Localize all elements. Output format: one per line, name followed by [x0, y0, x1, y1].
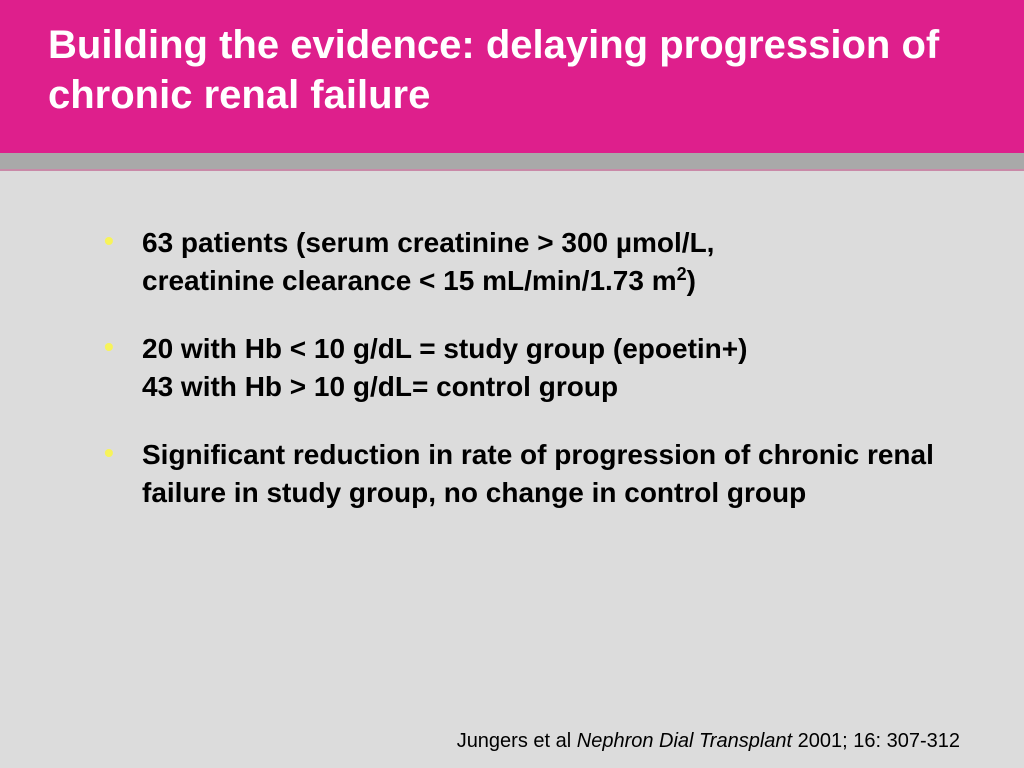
bullet-text-line: 20 with Hb < 10 g/dL = study group (epoe… — [142, 333, 748, 364]
citation-authors: Jungers et al — [456, 730, 572, 752]
closing-paren: ) — [686, 265, 696, 296]
bullet-item-groups: • 20 with Hb < 10 g/dL = study group (ep… — [104, 330, 964, 406]
bullet-text-line: 63 patients (serum creatinine > 300 µmol… — [142, 227, 715, 258]
header-divider-line — [0, 169, 1024, 171]
bullet-dot-icon: • — [104, 225, 114, 256]
bullet-text-line: Significant reduction in rate of progres… — [142, 439, 934, 508]
title-banner: Building the evidence: delaying progress… — [0, 0, 1024, 153]
citation-details: 2001; 16: 307-312 — [797, 730, 960, 752]
citation: Jungers et al Nephron Dial Transplant 20… — [457, 728, 960, 754]
citation-journal: Nephron Dial Transplant — [576, 730, 793, 752]
bullet-text-line: creatinine clearance < 15 mL/min/1.73 m2… — [142, 262, 964, 300]
bullet-item-patients: • 63 patients (serum creatinine > 300 µm… — [104, 224, 964, 300]
slide-title: Building the evidence: delaying progress… — [48, 23, 940, 117]
superscript-exponent: 2 — [676, 264, 687, 284]
bullet-dot-icon: • — [104, 437, 114, 468]
header-divider — [0, 153, 1024, 169]
bullet-text-line: 43 with Hb > 10 g/dL= control group — [142, 371, 619, 402]
clearance-text: creatinine clearance < 15 mL/min/1.73 m — [142, 265, 677, 296]
bullet-dot-icon: • — [104, 331, 114, 362]
bullet-item-result: • Significant reduction in rate of progr… — [104, 436, 964, 512]
bullet-list: • 63 patients (serum creatinine > 300 µm… — [104, 224, 964, 542]
